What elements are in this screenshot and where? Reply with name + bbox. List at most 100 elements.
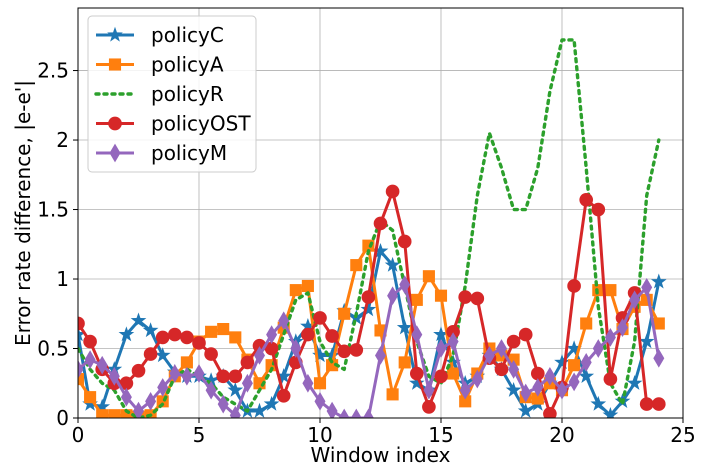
y-tick-label: 0	[56, 406, 69, 430]
y-axis-label: Error rate difference, |e-e'|	[11, 80, 35, 346]
data-point	[254, 346, 265, 365]
data-point	[82, 395, 98, 411]
data-point	[180, 356, 193, 369]
x-tick-label: 25	[670, 423, 695, 447]
data-point	[227, 381, 244, 397]
data-point	[506, 334, 521, 349]
data-point	[169, 364, 181, 383]
data-point	[324, 347, 340, 363]
data-point	[434, 369, 448, 384]
data-point	[204, 347, 218, 361]
data-point	[229, 331, 242, 344]
data-point	[459, 380, 471, 400]
data-point	[459, 395, 472, 408]
legend-box	[87, 15, 257, 173]
data-point	[433, 326, 449, 342]
data-point	[494, 362, 509, 377]
data-point	[228, 369, 243, 384]
data-point	[651, 397, 666, 411]
legend-label: policyA	[151, 53, 224, 77]
data-point	[650, 273, 667, 289]
data-point	[251, 402, 268, 418]
y-tick-label: 1	[56, 267, 69, 291]
x-tick-label: 0	[72, 423, 85, 447]
data-point	[447, 332, 459, 351]
data-point	[302, 373, 314, 393]
data-point	[181, 366, 193, 386]
data-point	[568, 372, 580, 392]
data-point	[83, 334, 97, 349]
data-point	[396, 319, 413, 335]
data-point	[408, 375, 425, 390]
data-point	[131, 363, 146, 378]
data-point	[505, 381, 522, 397]
data-point	[653, 348, 665, 368]
data-point	[133, 401, 144, 418]
data-point	[520, 383, 532, 403]
data-point	[422, 400, 436, 414]
y-tick-label: 2.5	[37, 59, 69, 83]
data-point	[130, 312, 147, 328]
x-tick-label: 5	[193, 423, 206, 447]
legend-item-policyr: policyR	[94, 82, 224, 106]
data-point	[579, 192, 594, 207]
data-point	[96, 355, 108, 375]
data-point	[313, 377, 327, 390]
data-point	[107, 26, 123, 42]
data-point	[362, 408, 374, 418]
data-point	[641, 278, 653, 297]
data-point	[518, 327, 533, 342]
data-point	[96, 409, 109, 418]
data-point	[205, 380, 217, 400]
data-point	[423, 380, 435, 400]
data-point	[517, 402, 534, 418]
data-point	[142, 322, 159, 338]
data-point	[241, 373, 253, 393]
data-point	[554, 354, 570, 370]
data-point	[580, 317, 593, 330]
data-point	[119, 376, 134, 391]
data-point	[591, 202, 606, 217]
x-tick-label: 20	[549, 423, 574, 447]
data-point	[652, 317, 665, 330]
data-point	[120, 409, 133, 418]
data-point	[118, 326, 135, 342]
data-point	[217, 323, 230, 336]
data-point	[530, 366, 545, 381]
data-point	[544, 366, 556, 386]
data-point	[301, 279, 314, 293]
x-tick-label: 10	[307, 423, 332, 447]
ticks: 0 5 10 15 20 25 0 0.5 1 1.5 2 2.5	[37, 59, 696, 447]
data-point	[338, 408, 350, 418]
data-point	[361, 290, 376, 304]
data-point	[496, 339, 507, 358]
data-point	[326, 401, 338, 418]
data-point	[531, 392, 544, 405]
data-point	[108, 58, 122, 71]
data-point	[602, 406, 619, 418]
plot-frame	[77, 7, 684, 419]
data-point	[263, 395, 280, 411]
data-point	[240, 355, 255, 370]
data-point	[145, 391, 157, 411]
legend-label: policyR	[151, 82, 224, 106]
data-point	[385, 184, 400, 199]
data-point	[108, 409, 121, 418]
data-point	[217, 394, 229, 414]
data-point	[350, 259, 363, 272]
data-point	[275, 368, 292, 383]
data-point	[312, 347, 328, 363]
data-point	[384, 256, 401, 272]
x-axis-label: Window index	[311, 443, 451, 467]
data-point	[445, 354, 461, 370]
data-point	[313, 311, 327, 325]
data-point	[193, 364, 205, 383]
data-point	[154, 347, 171, 363]
data-point	[409, 366, 424, 381]
data-point	[78, 373, 85, 386]
x-tick-label: 15	[428, 423, 453, 447]
data-point	[78, 316, 85, 331]
data-point	[78, 360, 84, 379]
data-point	[349, 343, 364, 357]
